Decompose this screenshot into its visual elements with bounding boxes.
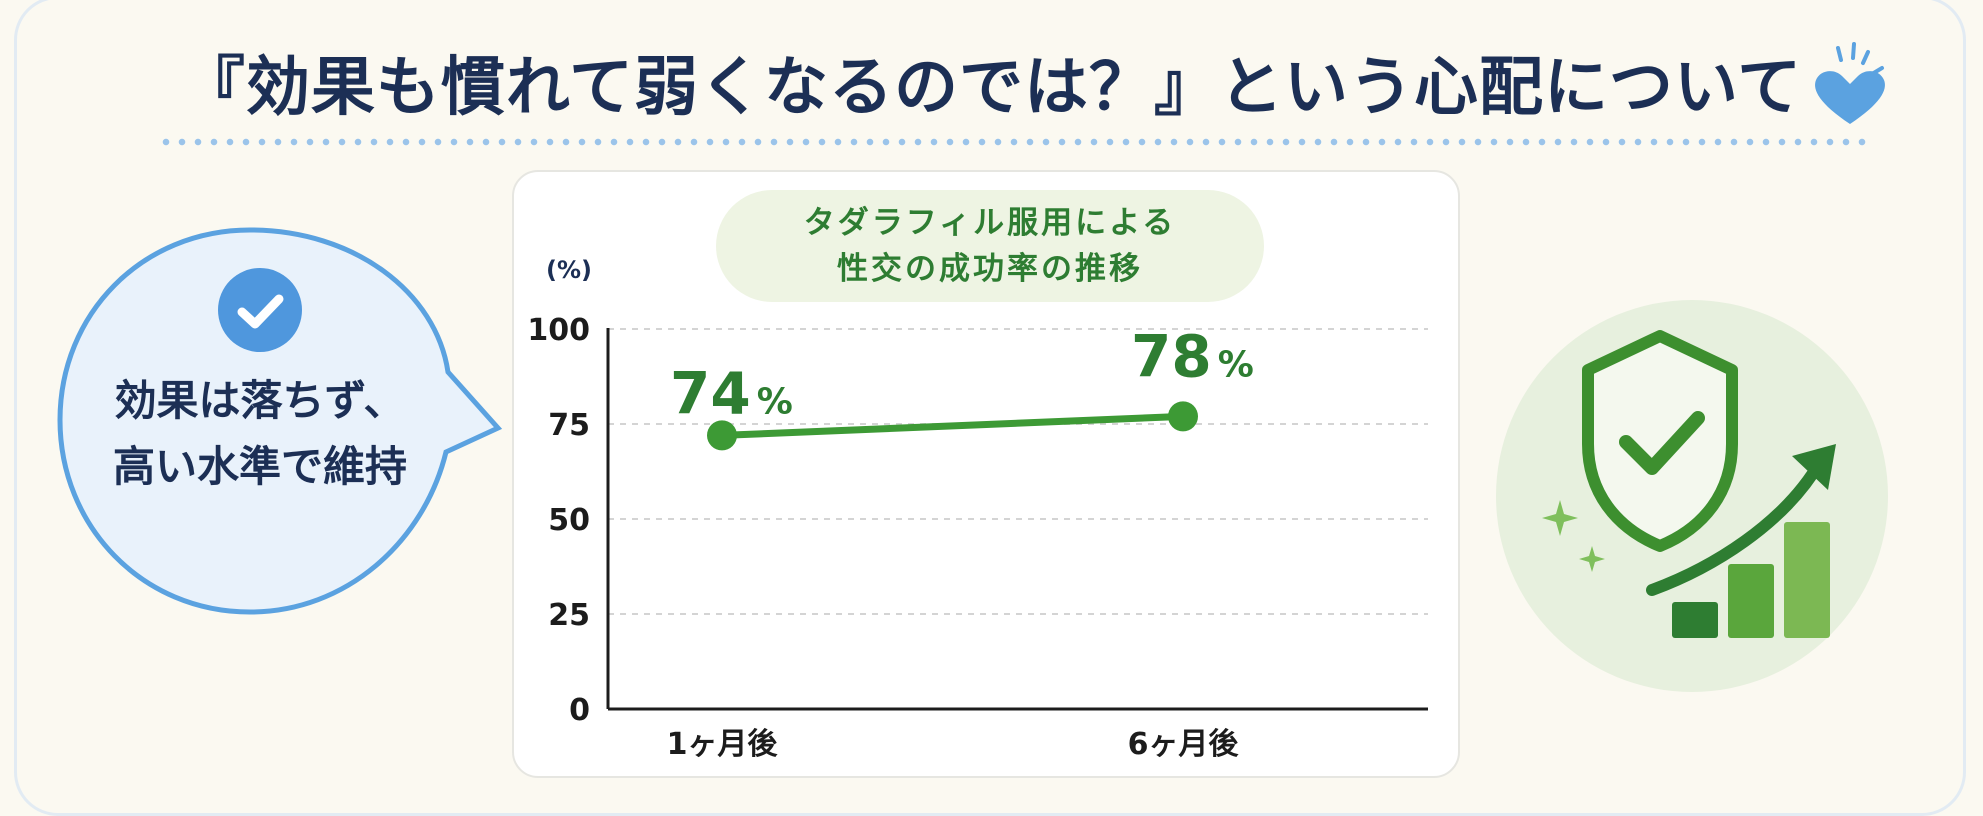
shield-growth-illustration: [1496, 300, 1888, 692]
data-point: [707, 420, 737, 451]
title-divider: [158, 138, 1868, 146]
page-title: 『効果も慣れて弱くなるのでは？』という心配について: [180, 51, 1803, 125]
y-axis-unit-label: (%): [546, 256, 592, 284]
data-label-value: 74: [670, 359, 751, 427]
y-tick-label: 25: [548, 598, 590, 633]
y-axis-ticks: 0 25 50 75 100: [527, 313, 590, 728]
data-label: 78%: [1131, 322, 1254, 390]
data-label-unit: %: [1218, 344, 1254, 385]
chart-title: タダラフィル服用による 性交の成功率の推移: [716, 190, 1264, 302]
data-point: [1168, 401, 1198, 432]
bubble-message: 効果は落ちず、 高い水準で維持: [74, 368, 446, 500]
x-tick-label: 1ヶ月後: [667, 727, 779, 762]
y-tick-label: 100: [527, 313, 590, 348]
chart-title-line-1: タダラフィル服用による: [803, 205, 1177, 241]
y-tick-label: 0: [569, 693, 590, 728]
data-label-unit: %: [757, 381, 793, 422]
chart-title-line-2: 性交の成功率の推移: [837, 251, 1143, 287]
speech-bubble: [57, 227, 503, 615]
data-labels: 74 %78%: [670, 322, 1254, 427]
check-icon: [218, 268, 302, 352]
bubble-line-1: 効果は落ちず、: [114, 376, 406, 425]
series-group: [707, 401, 1198, 451]
x-tick-label: 6ヶ月後: [1128, 727, 1240, 762]
sparkle-icon: [1542, 500, 1605, 572]
bubble-line-2: 高い水準で維持: [112, 442, 407, 491]
y-tick-label: 75: [548, 408, 590, 443]
data-label: 74%: [670, 359, 793, 427]
shield-check-icon: [1582, 330, 1738, 552]
series-line: [721, 412, 1184, 439]
data-label-value: 78: [1131, 322, 1212, 390]
growth-chart-icon: [1646, 444, 1836, 638]
x-axis-ticks: 1ヶ月後 6ヶ月後: [667, 727, 1240, 762]
heart-icon: [1815, 42, 1885, 124]
y-tick-label: 50: [548, 503, 590, 538]
